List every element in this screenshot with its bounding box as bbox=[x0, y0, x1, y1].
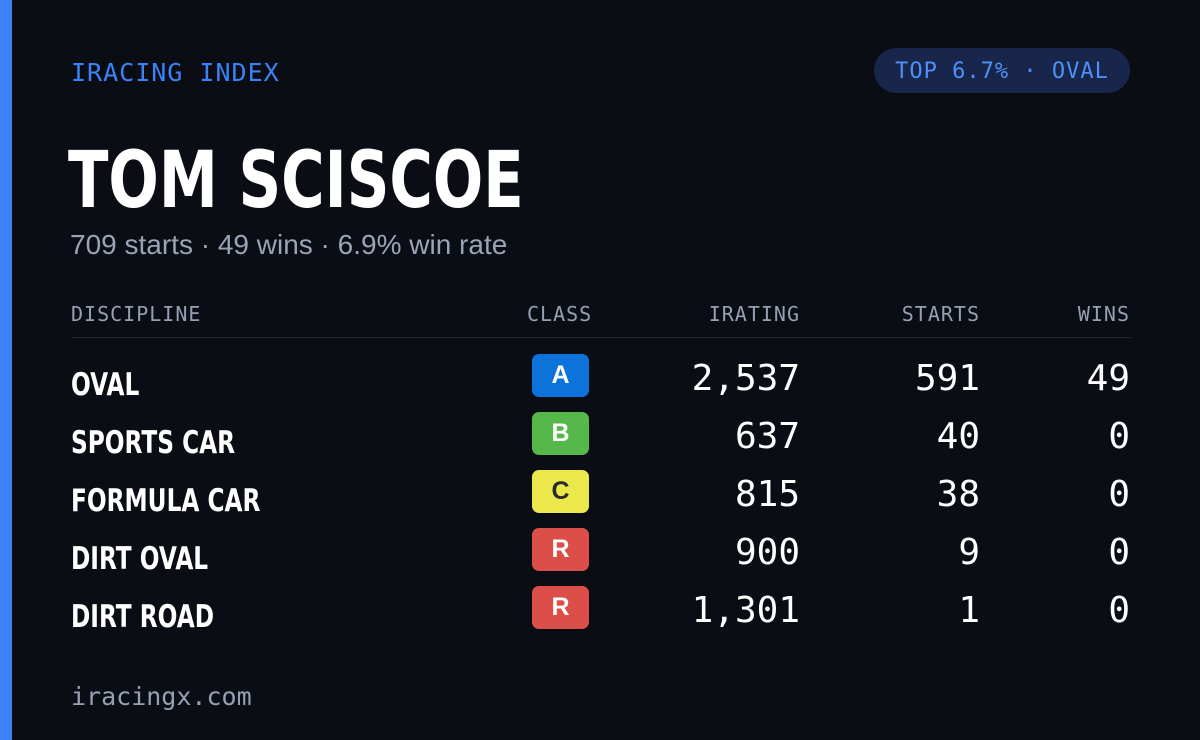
wins-value: 0 bbox=[1108, 532, 1130, 573]
starts-value: 591 bbox=[914, 358, 980, 399]
starts-value: 1 bbox=[958, 590, 980, 631]
class-badge: C bbox=[532, 470, 589, 513]
wins-value: 0 bbox=[1108, 416, 1130, 457]
discipline-table: OVAL A 2,537 591 49 SPORTS CAR B 637 40 … bbox=[71, 350, 1131, 640]
class-badge: R bbox=[532, 586, 589, 629]
header-wins: WINS bbox=[1077, 302, 1130, 326]
header-irating: IRATING bbox=[708, 302, 800, 326]
table-row: FORMULA CAR C 815 38 0 bbox=[71, 466, 1131, 524]
driver-name: TOM SCISCOE bbox=[68, 136, 524, 226]
wins-value: 0 bbox=[1108, 590, 1130, 631]
irating-value: 900 bbox=[734, 532, 800, 573]
class-badge: B bbox=[532, 412, 589, 455]
header-class: CLASS bbox=[527, 302, 593, 326]
discipline-name: OVAL bbox=[71, 367, 140, 403]
header-starts: STARTS bbox=[901, 302, 980, 326]
discipline-name: DIRT OVAL bbox=[71, 541, 209, 577]
table-row: OVAL A 2,537 591 49 bbox=[71, 350, 1131, 408]
starts-value: 38 bbox=[936, 474, 980, 515]
starts-value: 40 bbox=[936, 416, 980, 457]
table-header: DISCIPLINE CLASS IRATING STARTS WINS bbox=[71, 300, 1131, 328]
irating-value: 1,301 bbox=[691, 590, 800, 631]
header-divider bbox=[71, 337, 1131, 338]
starts-value: 9 bbox=[958, 532, 980, 573]
rank-badge: TOP 6.7% · OVAL bbox=[874, 48, 1130, 93]
discipline-name: SPORTS CAR bbox=[71, 425, 236, 461]
class-badge: A bbox=[532, 354, 589, 397]
wins-value: 49 bbox=[1086, 358, 1130, 399]
irating-value: 815 bbox=[734, 474, 800, 515]
table-row: SPORTS CAR B 637 40 0 bbox=[71, 408, 1131, 466]
driver-summary: 709 starts · 49 wins · 6.9% win rate bbox=[70, 229, 508, 260]
site-url: iracingx.com bbox=[71, 682, 252, 711]
irating-value: 2,537 bbox=[691, 358, 800, 399]
class-badge: R bbox=[532, 528, 589, 571]
header-discipline: DISCIPLINE bbox=[71, 302, 202, 326]
table-row: DIRT OVAL R 900 9 0 bbox=[71, 524, 1131, 582]
discipline-name: DIRT ROAD bbox=[71, 599, 215, 635]
table-row: DIRT ROAD R 1,301 1 0 bbox=[71, 582, 1131, 640]
brand-label: IRACING INDEX bbox=[71, 58, 280, 87]
wins-value: 0 bbox=[1108, 474, 1130, 515]
discipline-name: FORMULA CAR bbox=[71, 483, 261, 519]
irating-value: 637 bbox=[734, 416, 800, 457]
accent-bar bbox=[0, 0, 12, 740]
